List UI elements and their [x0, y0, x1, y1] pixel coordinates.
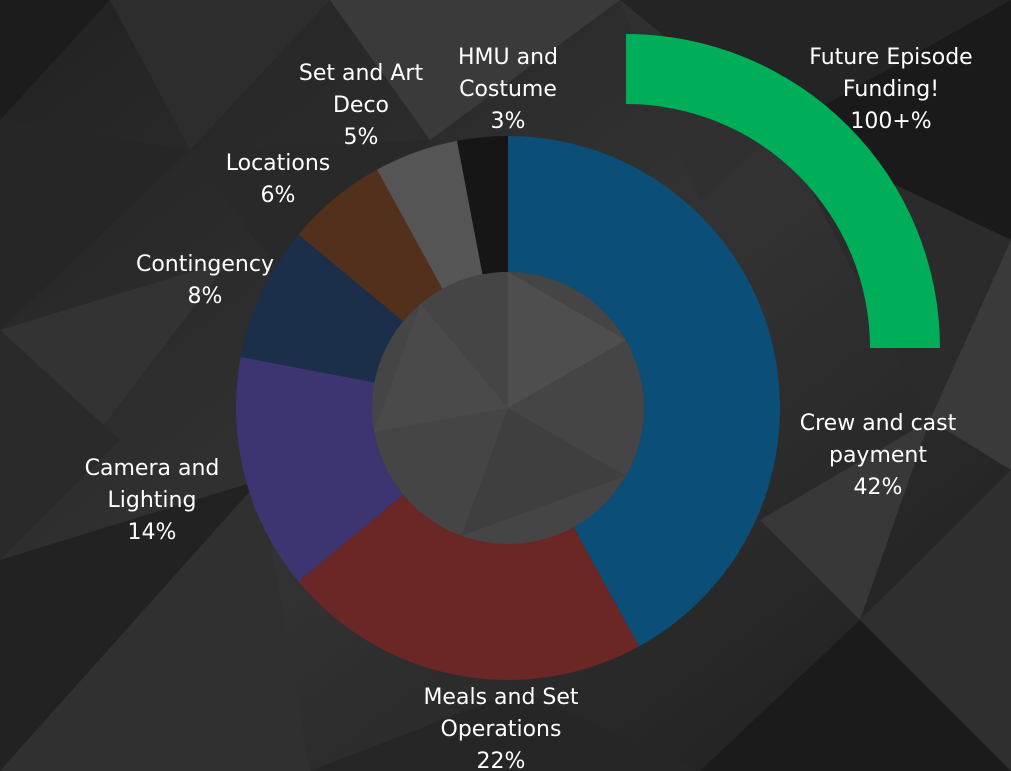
value-label: 6%: [261, 183, 296, 208]
slice-future-episode-funding: [626, 34, 940, 348]
value-label: 42%: [854, 475, 903, 500]
category-label: Set and Art: [299, 61, 424, 86]
bg-triangle-0: [0, 0, 110, 120]
donut-hole-shading: [374, 272, 626, 536]
category-label: Deco: [333, 93, 389, 118]
bg-triangle-8: [0, 480, 310, 771]
slice-crew-and-cast-payment: [508, 136, 781, 647]
category-label: Future Episode: [809, 45, 972, 70]
slice-locations: [298, 169, 443, 322]
funding-arc-group: [626, 34, 940, 348]
category-label: Meals and Set: [423, 685, 578, 710]
category-label: Funding!: [843, 77, 939, 102]
label-hmu-and-costume: HMU and Costume 3%: [458, 45, 558, 134]
bg-triangle-1: [110, 0, 330, 150]
donut-slices: [236, 136, 781, 681]
label-locations: Locations 6%: [226, 151, 331, 208]
label-set-and-art-deco: Set and Art Deco 5%: [299, 61, 424, 150]
label-camera-and-lighting: Camera and Lighting 14%: [85, 456, 220, 545]
category-label: HMU and: [458, 45, 558, 70]
slice-hmu-and-costume: [457, 136, 508, 275]
bg-triangle-5: [780, 0, 1011, 240]
bg-triangle-2: [0, 120, 190, 330]
category-label: Lighting: [108, 488, 197, 513]
slice-camera-and-lighting: [236, 357, 404, 582]
value-label: 5%: [344, 125, 379, 150]
value-label: 8%: [188, 284, 223, 309]
slice-contingency: [240, 234, 404, 383]
hole-shard-2: [374, 303, 508, 432]
bg-triangle-11: [860, 470, 1011, 771]
category-label: Locations: [226, 151, 331, 176]
slice-labels: Crew and cast payment 42% Meals and Set Oper…: [85, 45, 973, 771]
category-label: Contingency: [136, 252, 274, 277]
slice-meals-and-set-operations: [298, 494, 640, 681]
value-label: 100+%: [850, 109, 931, 134]
category-label: Costume: [459, 77, 557, 102]
bg-triangle-3: [330, 0, 620, 140]
hole-shard-0: [508, 272, 626, 408]
category-label: payment: [829, 443, 927, 468]
slice-set-and-art-deco: [376, 140, 483, 289]
category-label: Camera and: [85, 456, 220, 481]
label-future-episode-funding: Future Episode Funding! 100+%: [809, 45, 972, 134]
bg-triangle-10: [700, 620, 1011, 771]
bg-triangle-13: [930, 240, 1011, 470]
category-label: Operations: [441, 717, 562, 742]
value-label: 3%: [491, 109, 526, 134]
label-crew-and-cast-payment: Crew and cast payment 42%: [800, 411, 957, 500]
bg-triangle-14: [760, 420, 930, 620]
bg-triangle-17: [0, 330, 120, 560]
value-label: 22%: [477, 749, 526, 771]
bg-triangle-4: [620, 0, 1011, 130]
value-label: 14%: [128, 520, 177, 545]
hole-shard-1: [461, 408, 626, 536]
bg-triangle-9: [310, 690, 700, 771]
label-meals-and-set-operations: Meals and Set Operations 22%: [423, 685, 578, 771]
category-label: Crew and cast: [800, 411, 957, 436]
label-contingency: Contingency 8%: [136, 252, 274, 309]
